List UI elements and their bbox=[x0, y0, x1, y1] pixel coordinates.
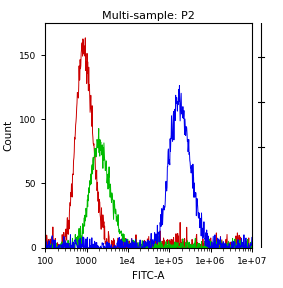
X-axis label: FITC-A: FITC-A bbox=[132, 271, 165, 281]
Title: Multi-sample: P2: Multi-sample: P2 bbox=[102, 11, 195, 21]
Y-axis label: Count: Count bbox=[3, 120, 14, 151]
